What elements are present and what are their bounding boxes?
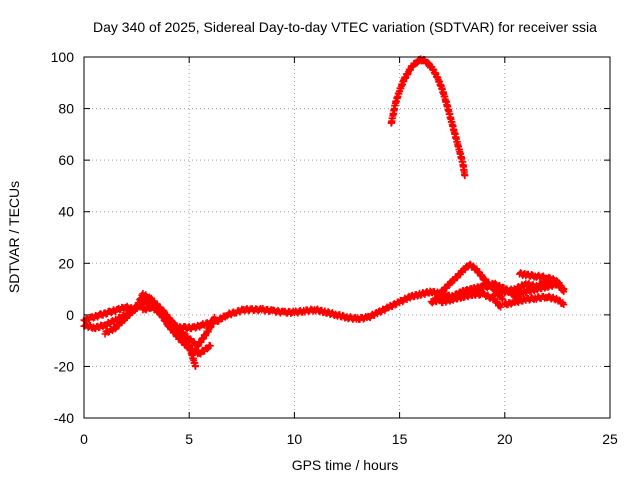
y-tick-label: -40 [54,410,74,426]
chart-title: Day 340 of 2025, Sidereal Day-to-day VTE… [93,19,597,35]
series-arc-late-c [438,289,505,311]
x-tick-label: 0 [80,431,88,447]
series-arc-peak [387,55,469,180]
data-point [192,362,200,370]
data-point [206,342,214,350]
series-arc-late-e [516,269,568,296]
y-tick-label: 0 [66,307,74,323]
x-tick-label: 5 [185,431,193,447]
data-point [560,288,568,296]
x-tick-label: 20 [497,431,513,447]
plot-frame [83,56,611,419]
series-arc-late-f [501,292,568,309]
data-point [210,313,218,321]
y-tick-label: 100 [51,49,75,65]
x-tick-label: 10 [287,431,303,447]
data-point [461,172,469,180]
axis-ticks: 0 5 10 15 20 25 -40 -20 0 20 40 60 80 100 [51,49,618,447]
y-tick-label: -20 [54,358,74,374]
y-tick-label: 60 [58,152,74,168]
data-marks [80,55,568,370]
grid [84,57,610,418]
x-tick-label: 25 [602,431,618,447]
y-axis-label: SDTVAR / TECUs [6,181,22,293]
data-point [499,295,507,303]
data-point [497,303,505,311]
y-tick-label: 20 [58,255,74,271]
y-tick-label: 40 [58,204,74,220]
data-point [560,301,568,309]
x-tick-label: 15 [392,431,408,447]
series-arc-early-c [139,303,218,350]
x-axis-label: GPS time / hours [292,457,399,473]
y-tick-label: 80 [58,101,74,117]
